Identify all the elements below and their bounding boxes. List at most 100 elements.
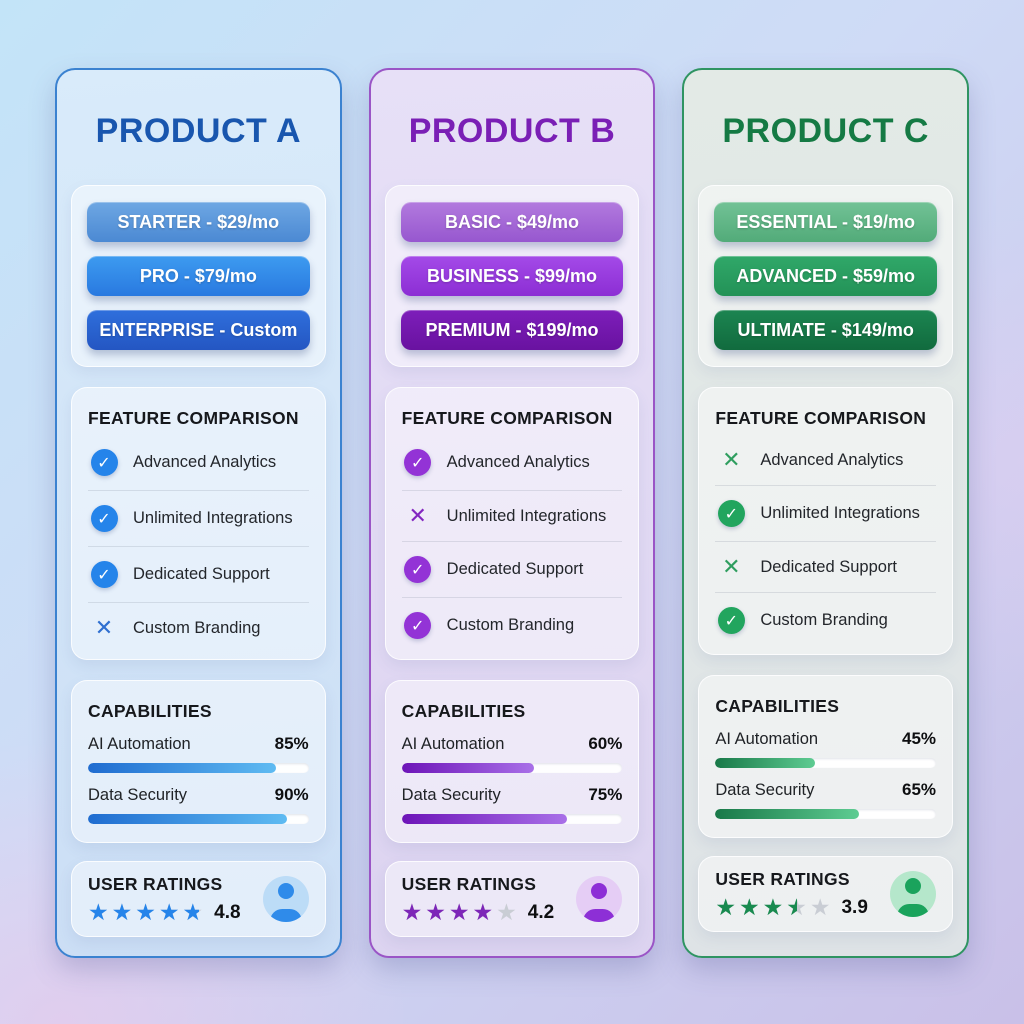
capability-bar <box>401 814 623 824</box>
capability-value: 60% <box>588 734 623 753</box>
user-ratings-heading: USER RATINGS <box>401 874 537 894</box>
tier-button-enterprise[interactable]: ENTERPRISE - Custom <box>87 310 310 350</box>
feature-comparison-heading: FEATURE COMPARISON <box>88 408 299 428</box>
capability-bar <box>401 763 623 773</box>
feature-label: Unlimited Integrations <box>133 509 293 527</box>
user-avatar-icon <box>262 876 309 922</box>
product-card-a: PRODUCT A STARTER - $29/mo PRO - $79/mo … <box>55 68 342 958</box>
capabilities-panel: CAPABILITIES AI Automation 45% Data Secu… <box>698 675 954 838</box>
capabilities-heading: CAPABILITIES <box>88 701 212 721</box>
capability-row-ai-automation: AI Automation 45% <box>715 729 937 768</box>
capability-label: Data Security <box>88 786 188 804</box>
tier-button-advanced[interactable]: ADVANCED - $59/mo <box>714 256 938 296</box>
feature-label: Custom Branding <box>446 616 575 634</box>
check-icon: ✓ <box>404 556 432 583</box>
capability-value: 90% <box>274 785 309 804</box>
capability-label: AI Automation <box>715 730 819 748</box>
capability-bar <box>88 763 309 773</box>
product-title: PRODUCT B <box>408 112 616 150</box>
star-icon: ★★ <box>496 899 517 925</box>
capability-label: AI Automation <box>401 735 505 753</box>
check-icon: ✓ <box>90 561 118 588</box>
feature-row-advanced-analytics: ✕ Advanced Analytics <box>715 435 937 486</box>
feature-row-dedicated-support: ✓ Dedicated Support <box>401 542 623 598</box>
capability-value: 45% <box>901 729 937 748</box>
x-icon: ✕ <box>722 554 741 579</box>
star-icon: ★★ <box>809 894 831 920</box>
user-avatar-icon <box>576 876 623 922</box>
star-rating: ★ ★ ★ ★ ★ ★ ★ ★ ★ ★ 4.8 <box>88 901 241 924</box>
pricing-panel: BASIC - $49/mo BUSINESS - $99/mo PREMIUM… <box>384 185 640 367</box>
check-icon: ✓ <box>717 607 745 634</box>
star-icon: ★★ <box>88 899 109 925</box>
star-icon: ★★ <box>158 899 180 925</box>
feature-row-unlimited-integrations: ✕ Unlimited Integrations <box>401 491 623 542</box>
feature-label: Advanced Analytics <box>760 450 904 469</box>
star-icon: ★★ <box>762 894 784 920</box>
product-card-c: PRODUCT C ESSENTIAL - $19/mo ADVANCED - … <box>682 68 970 958</box>
feature-row-custom-branding: ✓ Custom Branding <box>715 593 936 648</box>
feature-row-dedicated-support: ✓ Dedicated Support <box>88 547 309 603</box>
check-icon: ✓ <box>404 449 432 476</box>
feature-comparison-panel: FEATURE COMPARISON ✓ Advanced Analytics … <box>384 387 640 660</box>
star-icon: ★★ <box>401 899 423 925</box>
capability-value: 75% <box>588 785 623 804</box>
star-icon: ★★ <box>786 894 807 920</box>
rating-value: 4.2 <box>527 901 555 923</box>
user-ratings-panel: USER RATINGS ★★★★★★★★★★ 4.2 <box>384 861 640 937</box>
feature-comparison-heading: FEATURE COMPARISON <box>715 408 927 428</box>
tier-button-starter[interactable]: STARTER - $29/mo <box>87 202 310 242</box>
tier-button-essential[interactable]: ESSENTIAL - $19/mo <box>714 202 938 242</box>
capability-label: Data Security <box>401 786 501 804</box>
capability-label: Data Security <box>715 781 815 799</box>
user-ratings-heading: USER RATINGS <box>715 869 850 889</box>
feature-label: Dedicated Support <box>446 560 584 578</box>
capability-row-ai-automation: AI Automation 85% <box>88 734 309 773</box>
capability-value: 65% <box>901 780 937 799</box>
feature-row-advanced-analytics: ✓ Advanced Analytics <box>88 435 309 491</box>
x-icon: ✕ <box>94 615 114 640</box>
pricing-panel: ESSENTIAL - $19/mo ADVANCED - $59/mo ULT… <box>698 185 954 367</box>
user-ratings-panel: USER RATINGS ★ ★ ★ ★ ★ ★ ★ ★ ★ ★ 4.8 <box>71 861 326 937</box>
check-icon: ✓ <box>717 500 745 527</box>
capabilities-panel: CAPABILITIES AI Automation 60% Data Secu… <box>384 680 640 843</box>
product-card-b: PRODUCT B BASIC - $49/mo BUSINESS - $99/… <box>368 68 656 958</box>
capabilities-heading: CAPABILITIES <box>715 696 840 716</box>
capability-value: 85% <box>274 734 309 753</box>
tier-button-business[interactable]: BUSINESS - $99/mo <box>400 256 624 296</box>
capability-row-ai-automation: AI Automation 60% <box>401 734 623 773</box>
capability-label: AI Automation <box>88 735 191 753</box>
feature-comparison-heading: FEATURE COMPARISON <box>401 408 613 428</box>
capabilities-heading: CAPABILITIES <box>401 701 526 721</box>
feature-label: Advanced Analytics <box>133 453 277 471</box>
star-rating: ★★★★★★★★★★ 3.9 <box>715 896 868 919</box>
star-icon: ★★ <box>472 899 494 925</box>
feature-comparison-panel: FEATURE COMPARISON ✕ Advanced Analytics … <box>698 387 954 655</box>
feature-row-advanced-analytics: ✓ Advanced Analytics <box>401 435 623 491</box>
x-icon: ✕ <box>408 503 427 528</box>
feature-row-custom-branding: ✕ Custom Branding <box>88 603 309 653</box>
comparison-board: PRODUCT A STARTER - $29/mo PRO - $79/mo … <box>55 68 970 958</box>
star-icon: ★★ <box>448 899 470 925</box>
tier-button-basic[interactable]: BASIC - $49/mo <box>400 202 624 242</box>
feature-label: Dedicated Support <box>133 565 270 583</box>
tier-button-pro[interactable]: PRO - $79/mo <box>87 256 310 296</box>
feature-comparison-panel: FEATURE COMPARISON ✓ Advanced Analytics … <box>71 387 326 660</box>
capability-row-data-security: Data Security 65% <box>715 780 937 819</box>
product-title: PRODUCT A <box>95 112 302 150</box>
user-avatar-icon <box>890 871 937 917</box>
feature-row-dedicated-support: ✕ Dedicated Support <box>715 542 937 593</box>
check-icon: ✓ <box>404 612 432 639</box>
tier-button-ultimate[interactable]: ULTIMATE - $149/mo <box>714 310 938 350</box>
feature-label: Dedicated Support <box>760 557 898 576</box>
capability-bar <box>715 809 937 819</box>
tier-button-premium[interactable]: PREMIUM - $199/mo <box>400 310 624 350</box>
feature-label: Custom Branding <box>760 611 888 629</box>
feature-label: Unlimited Integrations <box>760 504 920 522</box>
pricing-panel: STARTER - $29/mo PRO - $79/mo ENTERPRISE… <box>71 185 326 367</box>
star-icon: ★★ <box>425 899 446 925</box>
star-icon: ★★ <box>135 899 156 925</box>
user-ratings-heading: USER RATINGS <box>88 874 223 894</box>
rating-value: 3.9 <box>841 896 868 918</box>
check-icon: ✓ <box>90 505 118 532</box>
